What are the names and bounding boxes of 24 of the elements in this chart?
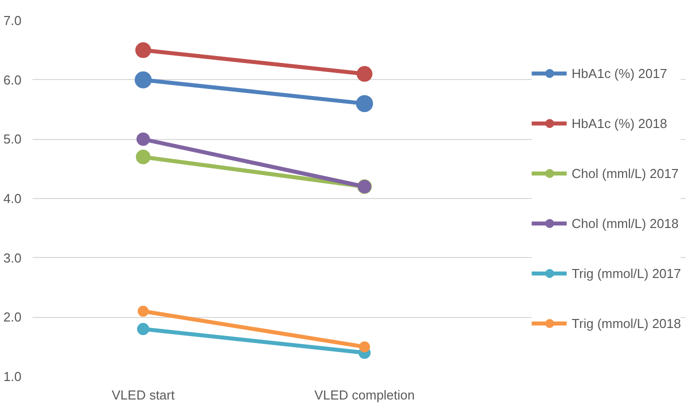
y-tick-label: 5.0 xyxy=(3,132,22,147)
legend-label: Trig (mmol/L) 2018 xyxy=(572,316,681,330)
legend-label: Trig (mmol/L) 2017 xyxy=(572,266,681,280)
x-tick-label: VLED start xyxy=(112,388,175,402)
y-tick-label: 2.0 xyxy=(3,310,22,325)
x-tick-label: VLED completion xyxy=(314,388,415,402)
point xyxy=(135,42,152,58)
legend-label: HbA1c (%) 2017 xyxy=(572,66,668,80)
y-tick-label: 4.0 xyxy=(3,191,22,206)
point xyxy=(138,306,149,317)
point xyxy=(136,150,150,164)
legend-label: Chol (mml/L) 2018 xyxy=(572,216,679,230)
legend-label: Chol (mml/L) 2017 xyxy=(572,166,679,180)
y-tick-label: 3.0 xyxy=(3,250,22,266)
point xyxy=(137,322,150,336)
point xyxy=(136,132,150,146)
point xyxy=(134,71,152,88)
point xyxy=(356,95,374,112)
y-tick-label: 1.0 xyxy=(3,369,22,384)
point xyxy=(359,341,370,352)
y-tick-label: 7.0 xyxy=(3,13,22,28)
point xyxy=(356,66,372,82)
legend-label: HbA1c (%) 2018 xyxy=(572,116,668,130)
y-tick-label: 6.0 xyxy=(3,72,22,88)
